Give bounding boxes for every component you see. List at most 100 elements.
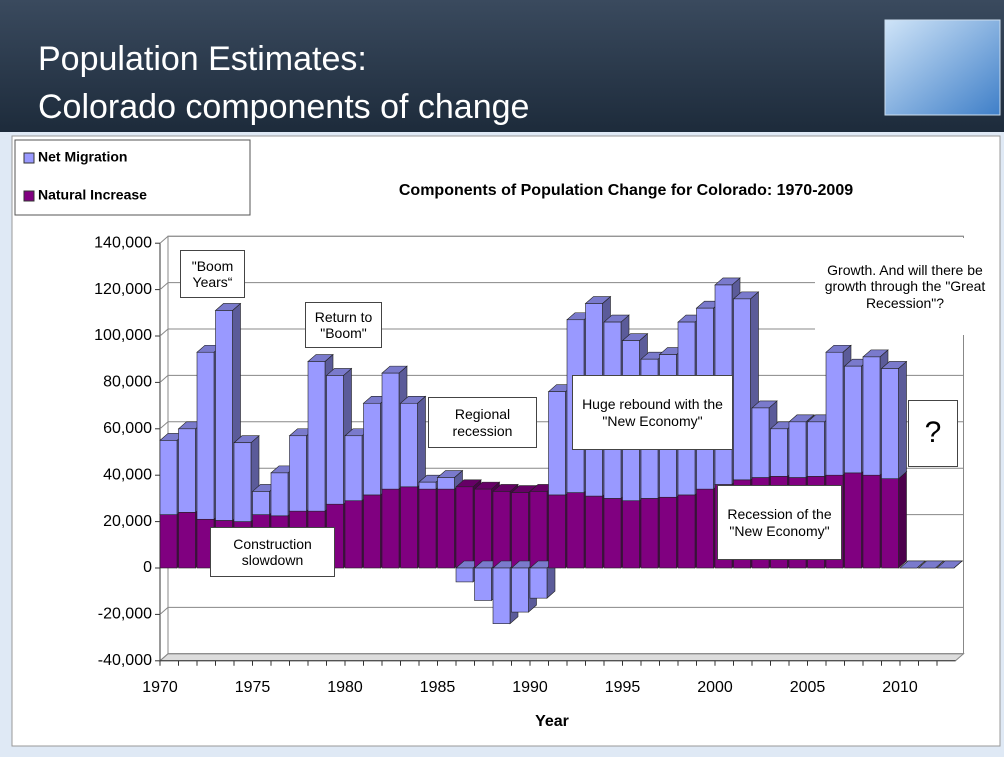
bar [696, 488, 714, 569]
bar [233, 442, 252, 522]
bar [844, 365, 862, 474]
bar [196, 351, 215, 520]
bar [455, 486, 474, 569]
legend-swatch [23, 190, 35, 202]
grid-line [159, 235, 964, 244]
bar [326, 375, 344, 505]
bar [363, 402, 381, 496]
header-band [0, 0, 1004, 132]
bar [659, 496, 677, 569]
y-tick-label: 120,000 [94, 281, 152, 298]
y-tick-label: 20,000 [103, 513, 152, 530]
bar [548, 494, 566, 569]
bar [529, 567, 548, 599]
bar [418, 481, 437, 490]
bar [344, 500, 363, 569]
bar [788, 421, 807, 478]
grid-line [159, 606, 964, 615]
bar [344, 435, 363, 502]
bar [400, 486, 418, 569]
x-tick-label: 1970 [142, 679, 178, 696]
bar [585, 495, 603, 569]
x-axis-title: Year [535, 713, 569, 730]
bar [881, 368, 899, 479]
bar-side [417, 395, 426, 488]
bar [159, 440, 178, 515]
bar [751, 407, 770, 478]
annotation: Huge rebound with the "New Economy" [572, 375, 733, 450]
bar [677, 494, 696, 569]
annotation: "Boom Years“ [180, 250, 245, 298]
bar [474, 488, 492, 569]
y-tick-label: 80,000 [103, 374, 152, 391]
bar [733, 298, 751, 481]
bar [511, 567, 529, 613]
bar [529, 491, 548, 569]
bar [178, 512, 196, 569]
bar-top [899, 560, 926, 569]
x-tick-label: 1985 [420, 679, 456, 696]
bar-side [898, 471, 907, 569]
x-tick-label: 1980 [327, 679, 363, 696]
bar [566, 492, 585, 569]
bar [862, 356, 881, 476]
bar [159, 514, 178, 569]
bar [381, 372, 400, 490]
annotation: Growth. And will there be growth through… [815, 238, 995, 335]
bar [215, 310, 233, 521]
bar [770, 428, 788, 477]
annotation: ? [908, 400, 958, 467]
grid-line [159, 282, 964, 290]
y-tick-label: -20,000 [98, 606, 152, 623]
annotation: Recession of the "New Economy" [717, 485, 842, 560]
chart-title: Components of Population Change for Colo… [399, 182, 853, 199]
y-tick-label: 140,000 [94, 234, 152, 251]
bar [252, 491, 270, 515]
bar-top [936, 560, 963, 569]
bar [437, 477, 455, 490]
x-tick-label: 2000 [697, 679, 733, 696]
legend-label: Net Migration [38, 149, 127, 165]
bar [455, 567, 474, 583]
bar [825, 351, 844, 476]
bar [307, 361, 326, 512]
bar-side [898, 360, 907, 480]
bar [807, 421, 825, 477]
bar [511, 492, 529, 569]
x-tick-label: 2005 [790, 679, 826, 696]
bar [437, 488, 455, 569]
bar [270, 472, 289, 517]
bar [844, 472, 862, 569]
bar [640, 498, 659, 569]
x-tick-label: 1995 [605, 679, 641, 696]
slide-title: Population Estimates: [38, 40, 367, 78]
legend-label: Natural Increase [38, 187, 147, 203]
bar [400, 402, 418, 488]
slide-title: Colorado components of change [38, 88, 530, 126]
y-tick-label: 0 [143, 559, 152, 576]
x-tick-label: 1975 [235, 679, 271, 696]
floor [158, 653, 965, 662]
bar [548, 391, 566, 496]
annotation: Return to "Boom" [305, 302, 382, 348]
y-tick-label: -40,000 [98, 652, 152, 669]
bar [418, 488, 437, 569]
legend [14, 139, 251, 216]
y-tick-label: 40,000 [103, 466, 152, 483]
x-tick-label: 1990 [512, 679, 548, 696]
header-icon [884, 19, 1001, 116]
bar [603, 498, 622, 569]
bar [178, 428, 196, 513]
bar [492, 491, 511, 569]
annotation: Construction slowdown [210, 527, 335, 577]
bar [881, 478, 899, 569]
y-tick-label: 60,000 [103, 420, 152, 437]
bar [381, 488, 400, 569]
legend-swatch [23, 152, 35, 164]
bar [474, 567, 492, 601]
bar [363, 494, 381, 569]
annotation: Regional recession [428, 397, 537, 448]
x-tick-label: 2010 [882, 679, 918, 696]
bar-top [917, 560, 945, 569]
